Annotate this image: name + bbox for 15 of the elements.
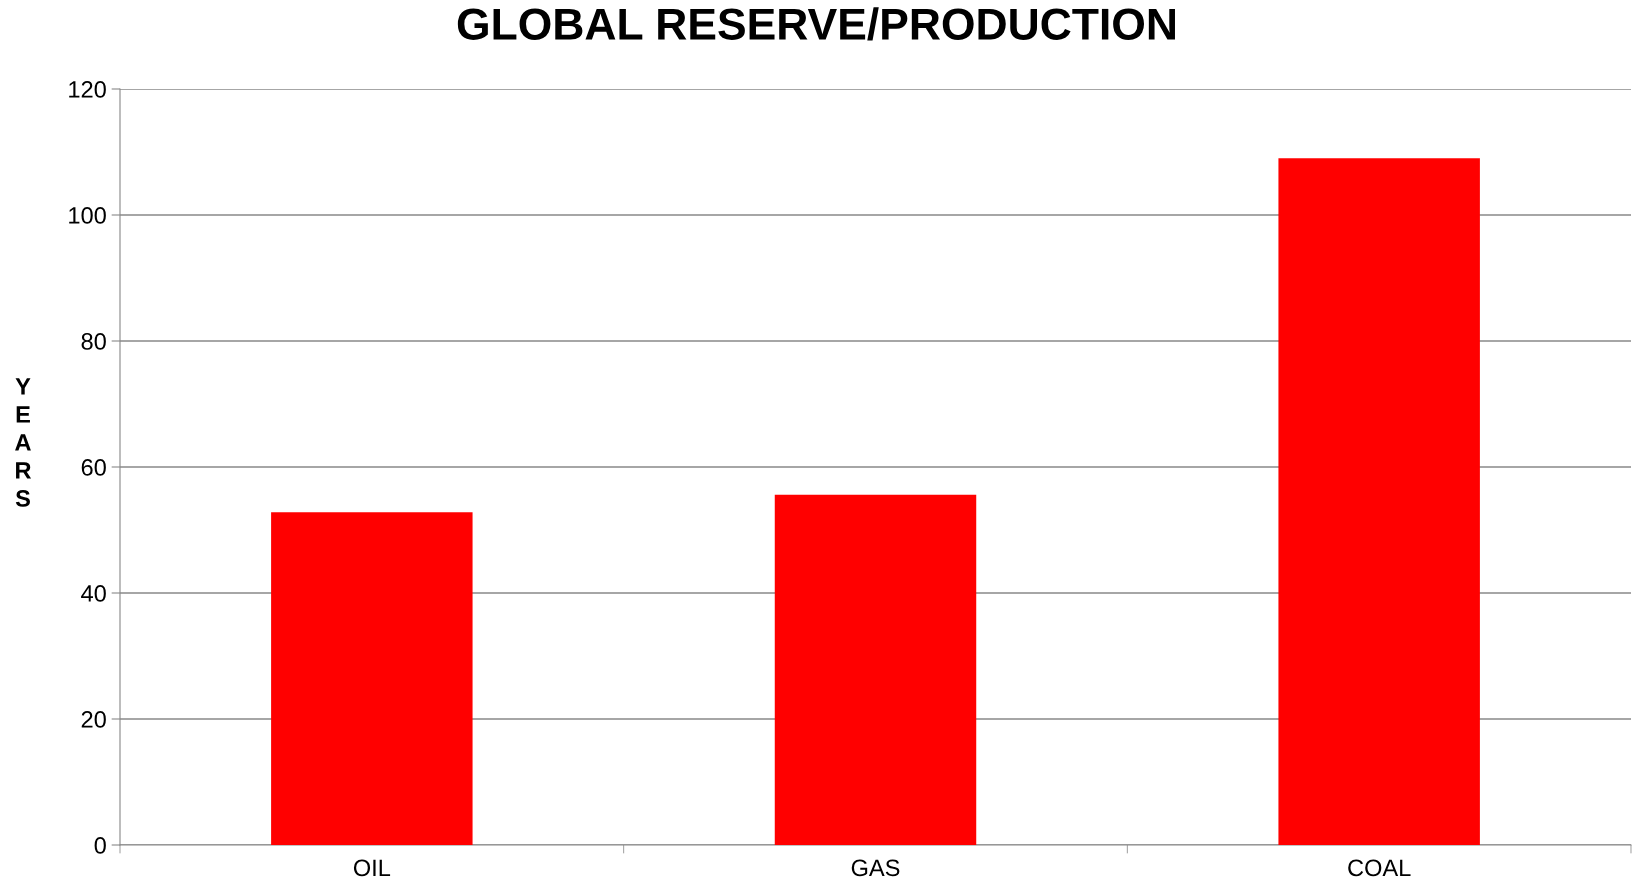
- x-tick-label: OIL: [353, 859, 391, 877]
- bar: [1278, 158, 1480, 845]
- y-tick-label: 80: [81, 333, 106, 350]
- y-tick-label: 60: [81, 459, 106, 476]
- y-tick-label: 40: [81, 585, 106, 602]
- x-tick-label: COAL: [1348, 859, 1411, 877]
- y-tick-label: 20: [81, 711, 106, 728]
- chart-title: GLOBAL RESERVE/PRODUCTION: [457, 7, 1175, 41]
- y-tick-label: 120: [69, 81, 106, 98]
- y-axis-title: YEARS: [15, 378, 32, 507]
- y-tick-label: 100: [69, 207, 106, 224]
- x-tick-label: GAS: [851, 859, 900, 877]
- bar: [271, 512, 473, 845]
- bar: [774, 494, 977, 845]
- y-tick-label: 0: [94, 837, 106, 854]
